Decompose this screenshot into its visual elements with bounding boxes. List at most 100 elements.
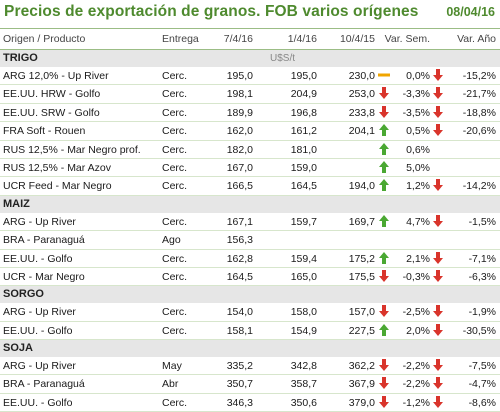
delivery-cell: Cerc.: [162, 106, 188, 119]
price-cell-date-2: 181,0: [290, 143, 317, 156]
delivery-cell: Cerc.: [162, 161, 188, 174]
arrow-down-icon: [433, 87, 443, 100]
arrow-up-icon: [379, 323, 389, 336]
weekly-trend-indicator: [378, 123, 390, 137]
price-cell-date-1: 335,2: [226, 360, 253, 373]
weekly-change-cell: -2,2%: [402, 378, 430, 391]
product-cell: EE.UU. SRW - Golfo: [3, 106, 100, 119]
arrow-down-icon: [433, 179, 443, 192]
price-cell-date-3: 175,2: [348, 252, 375, 265]
table-row: BRA - Paranaguá Ago 156,3: [0, 231, 500, 250]
price-cell-date-1: 195,0: [226, 70, 253, 82]
price-cell-date-3: 362,2: [348, 360, 375, 373]
weekly-trend-indicator: [378, 304, 390, 318]
column-header-row: Origen / Producto Entrega 7/4/16 1/4/16 …: [0, 28, 500, 50]
yearly-change-cell: -1,5%: [468, 215, 496, 228]
arrow-up-icon: [379, 179, 389, 192]
header-date-1: 7/4/16: [223, 33, 253, 45]
price-cell-date-2: 161,2: [290, 125, 317, 138]
weekly-trend-indicator: [378, 68, 390, 82]
yearly-change-cell: -14,2%: [462, 180, 496, 193]
arrow-up-icon: [379, 160, 389, 173]
yearly-trend-indicator: [432, 323, 444, 337]
weekly-trend-indicator: [378, 86, 390, 100]
delivery-cell: Cerc.: [162, 270, 188, 283]
price-cell-date-3: 227,5: [348, 324, 375, 337]
arrow-down-icon: [433, 105, 443, 118]
weekly-trend-indicator: [378, 105, 390, 119]
weekly-change-cell: 5,0%: [406, 161, 430, 174]
weekly-trend-indicator: [378, 376, 390, 390]
weekly-change-cell: -3,3%: [402, 88, 430, 101]
price-cell-date-3: 157,0: [348, 306, 375, 319]
yearly-trend-indicator: [432, 251, 444, 265]
header-var-ano: Var. Año: [457, 33, 496, 45]
table-row: ARG - Up River Cerc. 154,0 158,0 157,0 -2,5% -…: [0, 303, 500, 322]
delivery-cell: Cerc.: [162, 324, 188, 337]
price-cell-date-2: 358,7: [290, 378, 317, 391]
yearly-trend-indicator: [432, 214, 444, 228]
yearly-trend-indicator: [432, 304, 444, 318]
header-date-3: 10/4/15: [339, 33, 375, 45]
table-row: EE.UU. SRW - Golfo Cerc. 189,9 196,8 233,8 -3…: [0, 104, 500, 123]
weekly-trend-indicator: [378, 358, 390, 372]
table-row: RUS 12,5% - Mar Azov Cerc. 167,0 159,0 5,0%: [0, 159, 500, 178]
weekly-trend-indicator: [378, 214, 390, 228]
product-cell: ARG - Up River: [3, 215, 76, 228]
price-cell-date-3: 253,0: [348, 88, 375, 101]
weekly-change-cell: 0,6%: [406, 143, 430, 156]
weekly-change-cell: -3,5%: [402, 106, 430, 119]
table-row: FRA Soft - Rouen Cerc. 162,0 161,2 204,1 0,5%…: [0, 122, 500, 141]
price-cell-date-1: 156,3: [226, 234, 253, 247]
header-date-2: 1/4/16: [287, 33, 317, 45]
price-cell-date-1: 162,0: [226, 125, 253, 138]
weekly-change-cell: 2,0%: [406, 324, 430, 337]
weekly-change-cell: 4,7%: [406, 215, 430, 228]
table-row: UCR Feed - Mar Negro Cerc. 166,5 164,5 194,0…: [0, 177, 500, 196]
delivery-cell: Cerc.: [162, 70, 188, 82]
product-cell: UCR Feed - Mar Negro: [3, 180, 112, 193]
section-header-soja: SOJA: [0, 340, 500, 358]
yearly-change-cell: -15,2%: [462, 70, 496, 82]
yearly-change-cell: -18,8%: [462, 106, 496, 119]
price-cell-date-1: 167,1: [226, 215, 253, 228]
yearly-trend-indicator: [432, 178, 444, 192]
table-row: ARG - Up River May 335,2 342,8 362,2 -2,2% -7,…: [0, 357, 500, 376]
delivery-cell: Cerc.: [162, 125, 188, 138]
table-row: UCR - Mar Negro Cerc. 164,5 165,0 175,5 -0,3%…: [0, 268, 500, 287]
arrow-down-icon: [379, 395, 389, 408]
product-cell: UCR - Mar Negro: [3, 270, 85, 283]
product-cell: EE.UU. - Golfo: [3, 324, 73, 337]
product-cell: BRA - Paranaguá: [3, 378, 85, 391]
product-cell: FRA Soft - Rouen: [3, 125, 86, 138]
section-header-trigo: TRIGO U$S/t: [0, 50, 500, 67]
arrow-down-icon: [379, 359, 389, 372]
price-cell-date-2: 154,9: [290, 324, 317, 337]
section-header-maiz: MAIZ: [0, 195, 500, 213]
price-cell-date-1: 350,7: [226, 378, 253, 391]
product-cell: EE.UU. HRW - Golfo: [3, 88, 101, 101]
section-label: MAIZ: [3, 197, 30, 210]
price-cell-date-3: 233,8: [348, 106, 375, 119]
arrow-down-icon: [433, 323, 443, 336]
table-row: EE.UU. HRW - Golfo Cerc. 198,1 204,9 253,0 -3…: [0, 85, 500, 104]
arrow-down-icon: [379, 87, 389, 100]
price-cell-date-3: 230,0: [348, 70, 375, 82]
yearly-trend-indicator: [432, 358, 444, 372]
price-cell-date-2: 158,0: [290, 306, 317, 319]
arrow-up-icon: [379, 142, 389, 155]
weekly-change-cell: -2,5%: [402, 306, 430, 319]
arrow-down-icon: [433, 124, 443, 137]
product-cell: BRA - Paranaguá: [3, 234, 85, 247]
price-table-panel: Precios de exportación de granos. FOB va…: [0, 3, 500, 412]
price-cell-date-2: 159,4: [290, 252, 317, 265]
weekly-trend-indicator: [378, 142, 390, 156]
product-cell: ARG - Up River: [3, 360, 76, 373]
price-cell-date-1: 198,1: [226, 88, 253, 101]
report-date: 08/04/16: [446, 5, 495, 19]
header-var-sem: Var. Sem.: [384, 33, 430, 45]
arrow-down-icon: [433, 214, 443, 227]
table-row: BRA - Paranaguá Abr 350,7 358,7 367,9 -2,2% -4…: [0, 375, 500, 394]
arrow-down-icon: [379, 269, 389, 282]
delivery-cell: Cerc.: [162, 215, 188, 228]
